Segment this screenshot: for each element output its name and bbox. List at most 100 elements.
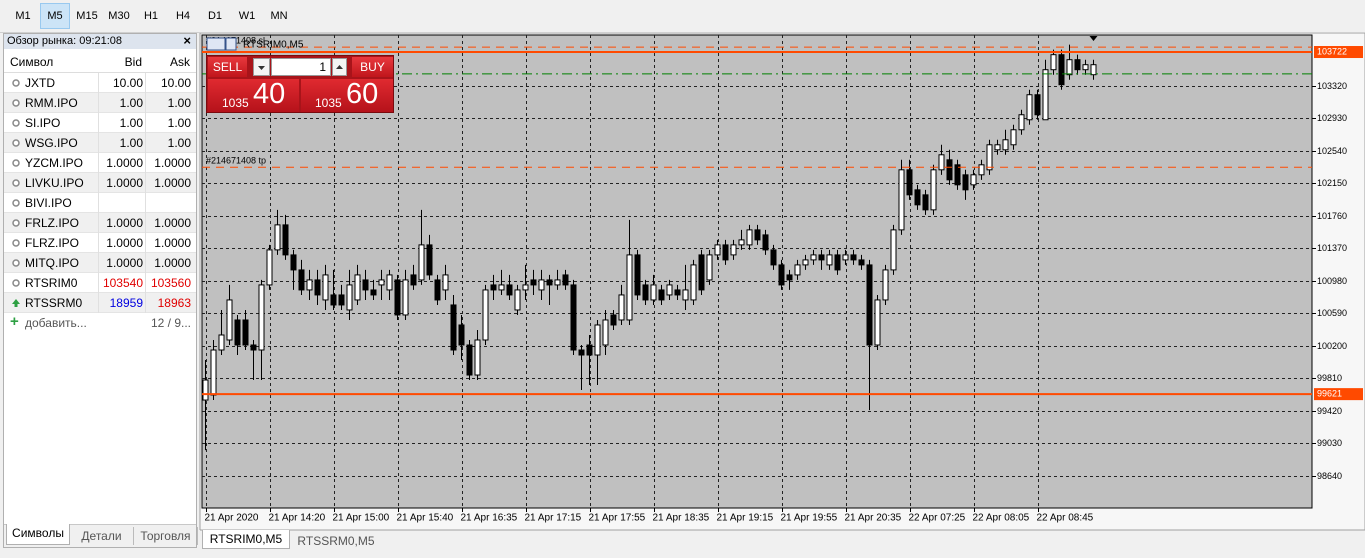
buy-button[interactable]: BUY — [352, 57, 393, 77]
candle-body — [218, 334, 225, 351]
timeframe-button[interactable]: W1 — [238, 10, 256, 22]
ask-price: 1.0000 — [154, 156, 191, 170]
candle-body — [690, 264, 697, 301]
buy-price[interactable]: 1035 60 — [301, 78, 393, 112]
bid-price: 18959 — [109, 296, 143, 310]
y-tick-label: 102930 — [1317, 113, 1347, 123]
candle-body — [530, 279, 537, 286]
symbol-icon — [12, 119, 20, 127]
panel-tab[interactable]: Детали — [70, 527, 134, 545]
bid-price: 1.00 — [119, 96, 143, 110]
candle-body — [786, 274, 793, 281]
candle-body — [1058, 54, 1065, 86]
cell-divider — [98, 213, 99, 233]
ask-price: 1.00 — [167, 96, 191, 110]
timeframe-button[interactable]: M15 — [76, 10, 98, 22]
symbol-row[interactable]: BIVI.IPO — [4, 193, 196, 213]
symbol-row[interactable]: RTSSRM0 18959 18963 — [4, 293, 196, 313]
symbol-row[interactable]: JXTD 10.00 10.00 — [4, 73, 196, 93]
timeframe-button[interactable]: H4 — [175, 10, 191, 22]
table-header: Символ Bid Ask — [4, 51, 196, 73]
panel-tab[interactable]: Торговля — [134, 527, 198, 545]
panel-tabs: Символы Детали Торговля — [4, 524, 198, 547]
candle-body — [930, 169, 937, 211]
ask-price: 10.00 — [160, 76, 191, 90]
column-header[interactable]: Bid — [124, 55, 142, 69]
panel-title: Обзор рынка: 09:21:08 — [7, 35, 123, 47]
volume-spinner[interactable] — [332, 58, 347, 76]
bid-price: 1.00 — [119, 136, 143, 150]
candle-body — [554, 279, 561, 286]
symbol-row[interactable]: YZCM.IPO 1.0000 1.0000 — [4, 153, 196, 173]
candle-body — [714, 244, 721, 256]
symbol-row[interactable]: MITQ.IPO 1.0000 1.0000 — [4, 253, 196, 273]
price-level-tag — [1314, 46, 1363, 59]
cell-divider — [145, 273, 146, 293]
candle-body — [322, 274, 329, 301]
symbol-row[interactable]: SI.IPO 1.00 1.00 — [4, 113, 196, 133]
cell-divider — [145, 253, 146, 273]
chart-tab[interactable]: RTSRIM0,M5 — [202, 530, 290, 549]
candle-body — [442, 274, 449, 291]
close-button[interactable]: × — [183, 33, 191, 48]
candle-body — [338, 294, 345, 306]
candle-body — [738, 239, 745, 246]
candle-body — [722, 244, 729, 261]
timeframe-button[interactable]: M5 — [40, 3, 70, 29]
chart-tabs: RTSRIM0,M5 RTSSRM0,M5 — [200, 530, 1365, 558]
candle-body — [978, 164, 985, 176]
one-click-trading-panel: SELL 1 BUY 1035 40 1035 60 — [206, 55, 394, 113]
timeframe-button[interactable]: MN — [270, 10, 288, 22]
candle-body — [386, 274, 393, 291]
symbol-row[interactable]: RTSRIM0 103540 103560 — [4, 273, 196, 293]
candle-body — [642, 284, 649, 301]
ask-price: 1.0000 — [154, 236, 191, 250]
symbol-row[interactable]: RMM.IPO 1.00 1.00 — [4, 93, 196, 113]
cell-divider — [98, 73, 99, 93]
symbol-row[interactable]: LIVKU.IPO 1.0000 1.0000 — [4, 173, 196, 193]
symbol-row[interactable]: WSG.IPO 1.00 1.00 — [4, 133, 196, 153]
candle-body — [810, 254, 817, 261]
price-pips: 40 — [253, 78, 286, 110]
price-main: 1035 — [315, 96, 342, 110]
x-tick-label: 21 Apr 17:15 — [525, 513, 582, 524]
symbol-row[interactable]: FRLZ.IPO 1.0000 1.0000 — [4, 213, 196, 233]
symbol-icon — [12, 279, 20, 287]
volume-input[interactable]: 1 — [271, 58, 331, 76]
cell-divider — [145, 213, 146, 233]
symbol-count: 12 / 9... — [150, 316, 191, 330]
timeframe-button[interactable]: D1 — [207, 10, 223, 22]
timeframe-button[interactable]: H1 — [143, 10, 159, 22]
candle-body — [770, 249, 777, 266]
add-symbol[interactable]: добавить... — [25, 316, 87, 330]
candle-body — [546, 279, 553, 286]
sell-price[interactable]: 1035 40 — [208, 78, 299, 112]
symbol: SI.IPO — [25, 116, 61, 130]
volume-dropdown[interactable] — [253, 58, 270, 76]
column-header[interactable]: Символ — [10, 55, 54, 69]
bid-price: 1.0000 — [106, 216, 143, 230]
timeframe-button[interactable]: M30 — [108, 10, 130, 22]
x-tick-label: 21 Apr 20:35 — [845, 513, 902, 524]
symbol-row[interactable]: FLRZ.IPO 1.0000 1.0000 — [4, 233, 196, 253]
column-header[interactable]: Ask — [169, 55, 190, 69]
candle-body — [450, 304, 457, 351]
bid-price: 103540 — [102, 276, 143, 290]
candle-body — [1066, 59, 1073, 76]
candle-body — [1090, 64, 1097, 76]
add-symbol-row[interactable]: + добавить... 12 / 9... — [4, 313, 196, 333]
candle-body — [562, 274, 569, 286]
order-label: #214671408 tp — [206, 156, 266, 166]
candle-body — [258, 284, 265, 351]
cell-divider — [145, 173, 146, 193]
candle-body — [754, 229, 761, 241]
panel-tab[interactable]: Символы — [6, 524, 70, 545]
chart-tab[interactable]: RTSSRM0,M5 — [297, 534, 375, 548]
symbol-icon — [12, 99, 20, 107]
symbol: MITQ.IPO — [25, 256, 79, 270]
timeframe-button[interactable]: M1 — [15, 10, 31, 22]
candle-body — [578, 349, 585, 356]
sell-button[interactable]: SELL — [208, 57, 247, 77]
candle-body — [762, 234, 769, 251]
ask-price: 103560 — [150, 276, 191, 290]
